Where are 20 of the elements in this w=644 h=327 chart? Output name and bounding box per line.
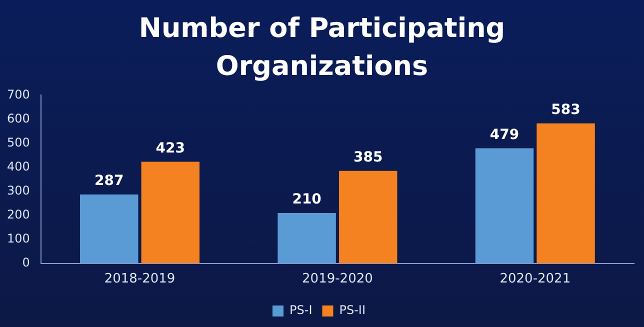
y-tick-label: 600 [7, 111, 30, 126]
y-tick-label: 400 [7, 159, 30, 174]
data-label: 210 [292, 192, 322, 208]
legend-label: PS-I [290, 303, 312, 318]
y-tick-label: 100 [7, 231, 30, 246]
data-label: 423 [156, 140, 186, 156]
data-label: 287 [94, 173, 124, 190]
data-label: 479 [490, 126, 520, 143]
y-tick-label: 500 [7, 135, 30, 150]
y-tick-label: 700 [7, 87, 30, 102]
x-tick-label: 2018-2019 [104, 272, 176, 287]
y-tick-label: 300 [7, 183, 30, 198]
data-label: 583 [551, 102, 580, 118]
y-tick-label: 200 [7, 207, 30, 222]
data-label: 385 [353, 150, 383, 166]
chart-title: Number of Participating Organizations [138, 12, 506, 84]
x-tick-label: 2019-2020 [302, 272, 373, 287]
y-tick-label: 0 [22, 256, 30, 270]
x-tick-label: 2020-2021 [500, 272, 571, 287]
legend-label: PS-II [339, 303, 366, 318]
